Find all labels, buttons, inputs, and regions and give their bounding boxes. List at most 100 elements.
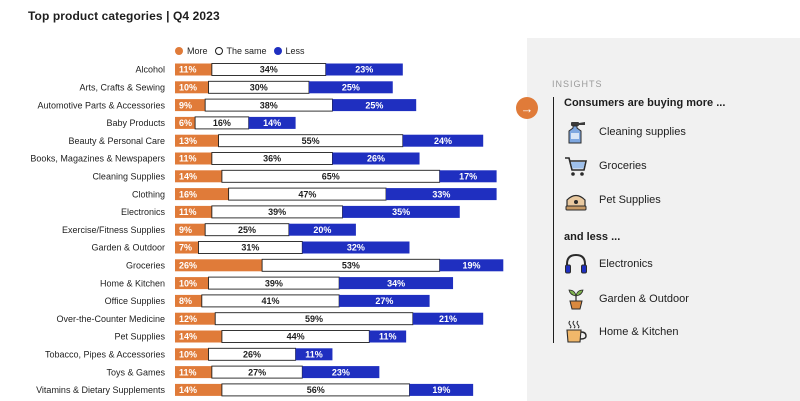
data-label-same: 34% [260,65,278,75]
bar-row: Vitamins & Dietary Supplements 14% 56% 19% [36,383,474,397]
bar-segment-more [175,277,209,290]
bar-row: Toys & Games 11% 27% 23% [106,365,380,379]
bar-segment-more [175,223,206,236]
pet-bed-icon [565,194,587,211]
bar-segment-less [339,294,430,307]
data-label-same: 38% [260,100,278,110]
bar-segment-more [175,116,196,129]
category-label: Alcohol [135,65,165,75]
data-label-less: 11% [305,350,323,360]
bar-row: Clothing 16% 47% 33% [132,187,497,201]
data-label-same: 39% [265,278,283,288]
category-label: Toys & Games [106,367,165,377]
bar-segment-more [175,152,212,165]
data-label-less: 24% [434,136,452,146]
bar-row: Pet Supplies 14% 44% 11% [114,330,407,343]
data-label-same: 36% [263,154,281,164]
bar-segment-more [175,241,199,254]
arrow-right-icon[interactable]: → [516,97,538,119]
data-label-same: 27% [248,367,266,377]
data-label-same: 59% [305,314,323,324]
category-label: Over-the-Counter Medicine [56,314,165,324]
data-label-less: 19% [462,261,480,271]
insight-label: Electronics [599,258,653,270]
bar-row: Baby Products 6% 16% 14% [106,116,296,130]
potted-plant-icon [568,289,584,310]
data-label-less: 26% [367,154,385,164]
data-label-less: 23% [332,367,350,377]
bar-segment-more [175,188,229,201]
data-label-same: 41% [261,296,279,306]
category-label: Cleaning Supplies [92,172,165,182]
data-label-same: 39% [268,207,286,217]
bar-segment-less [332,152,420,165]
bar-row: Automotive Parts & Accessories 9% 38% 25% [37,98,417,112]
bar-segment-more [175,81,209,94]
category-label: Clothing [132,189,165,199]
data-label-less: 27% [375,296,393,306]
insight-label: Cleaning supplies [599,126,686,138]
category-label: Books, Magazines & Newspapers [30,154,165,164]
bar-segment-less [339,277,454,290]
data-label-less: 19% [432,385,450,395]
bar-segment-less [412,312,484,325]
bar-segment-less [369,330,407,343]
bar-segment-more [175,134,219,147]
category-label: Baby Products [106,118,165,128]
data-label-same: 26% [243,350,261,360]
bar-segment-less [325,63,403,76]
bar-segment-less [302,241,410,254]
data-label-same: 30% [250,83,268,93]
data-label-less: 20% [313,225,331,235]
data-label-more: 9% [179,100,192,110]
data-label-more: 7% [179,243,192,253]
bar-row: Home & Kitchen 10% 39% 34% [100,276,454,290]
bar-segment-more [175,259,263,272]
bar-row: Over-the-Counter Medicine 12% 59% 21% [56,312,484,326]
data-label-same: 47% [298,189,316,199]
category-label: Home & Kitchen [100,278,165,288]
bar-row: Electronics 11% 39% 35% [121,205,460,219]
data-label-less: 25% [365,100,383,110]
bar-row: Books, Magazines & Newspapers 11% 36% 26% [30,152,420,165]
data-label-less: 11% [379,332,397,342]
bar-segment-more [175,312,216,325]
insight-item-cleaning-supplies: Cleaning supplies [563,117,686,147]
category-label: Pet Supplies [114,332,165,342]
insight-item-home-kitchen: Home & Kitchen [563,317,678,347]
bar-segment-more [175,99,206,112]
bar-row: Groceries 26% 53% 19% [126,258,504,272]
data-label-same: 31% [241,243,259,253]
bar-row: Cleaning Supplies 14% 65% 17% [92,169,497,183]
data-label-less: 35% [392,207,410,217]
data-label-more: 11% [179,367,197,377]
legend-item-less: Less [273,46,305,56]
bar-segment-more [175,63,212,76]
data-label-more: 11% [179,207,197,217]
category-label: Beauty & Personal Care [68,136,165,146]
spray-bottle-icon [568,122,585,144]
legend-label-same: The same [226,46,267,56]
insight-item-groceries: Groceries [563,151,647,181]
shopping-cart-icon [565,157,587,176]
bar-segment-less [332,99,417,112]
chart-legend: More The same Less [175,45,312,57]
data-label-same: 55% [302,136,320,146]
data-label-less: 14% [263,118,281,128]
data-label-less: 33% [432,189,450,199]
bar-segment-less [439,259,504,272]
legend-swatch-same [214,47,223,55]
stacked-bar-chart: Alcohol 11% 34% 23% Arts, Crafts & Sewing 10%… [30,63,504,397]
bar-row: Beauty & Personal Care 13% 55% 24% [68,134,484,148]
bar-segment-less [342,205,460,218]
bar-segment-less [309,81,393,94]
bar-row: Garden & Outdoor 7% 31% 32% [91,241,410,254]
data-label-more: 6% [179,118,192,128]
data-label-less: 23% [355,65,373,75]
data-label-more: 13% [179,136,197,146]
data-label-less: 32% [347,243,365,253]
bar-segment-less [439,170,497,183]
steaming-mug-icon [566,320,587,343]
insights-more-title: Consumers are buying more ... [564,97,726,109]
data-label-more: 11% [179,154,197,164]
